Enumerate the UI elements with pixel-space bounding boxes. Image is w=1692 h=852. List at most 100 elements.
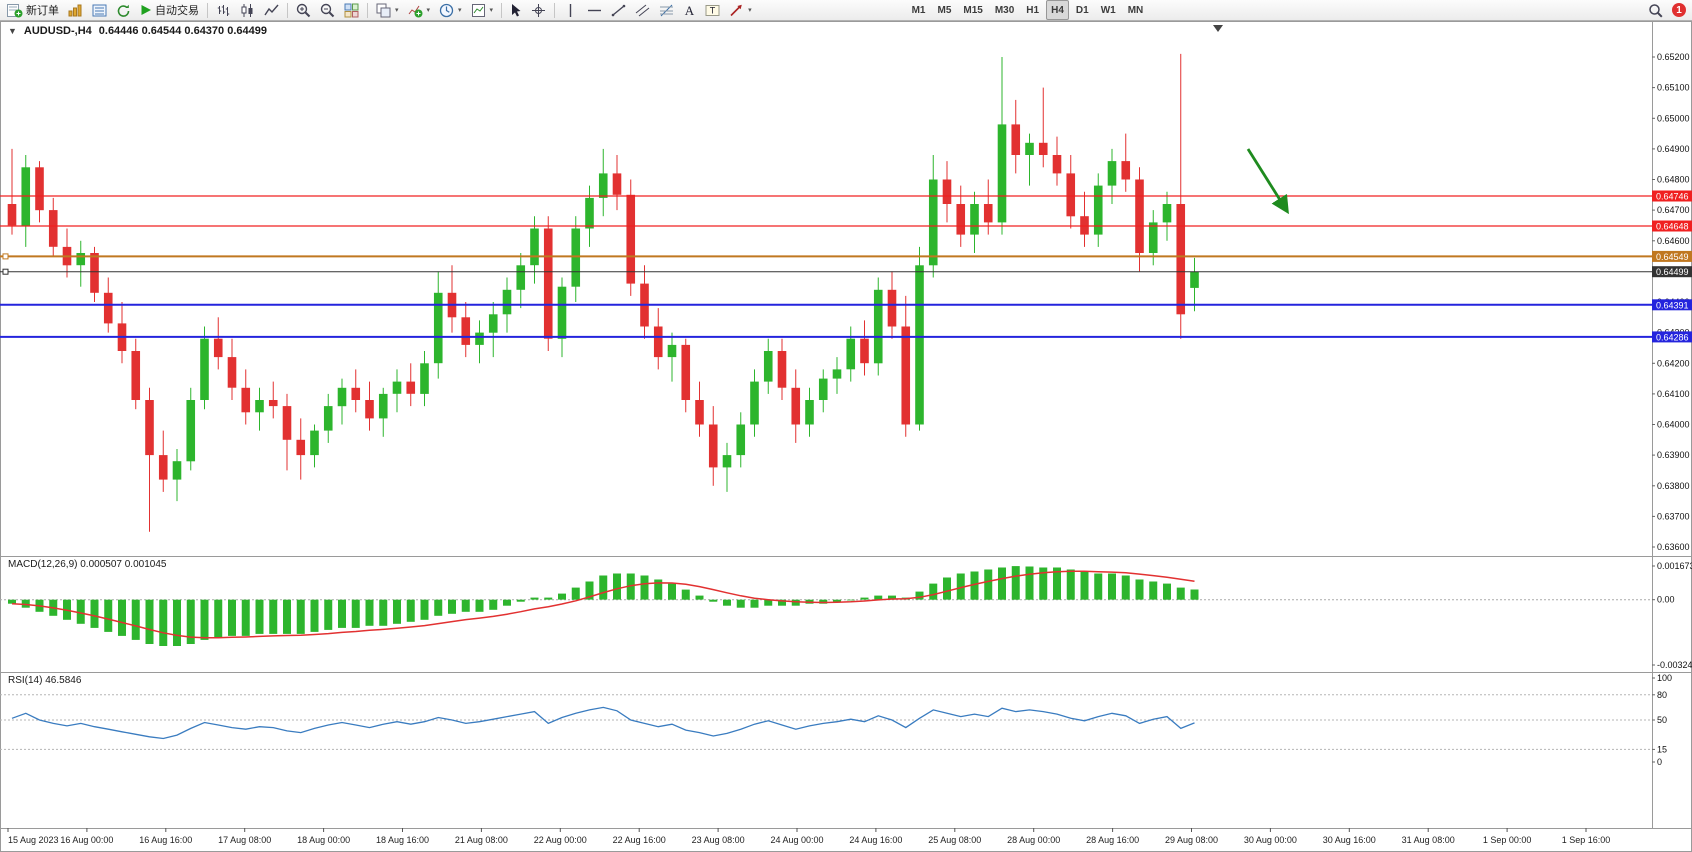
price-line-064648[interactable]: 0.64648 (0, 220, 1692, 232)
svg-text:0.63600: 0.63600 (1657, 542, 1690, 552)
candle (791, 369, 801, 443)
candle (1038, 87, 1048, 168)
svg-text:0.64286: 0.64286 (1656, 332, 1689, 342)
timeframe-mn-button[interactable]: MN (1127, 4, 1144, 16)
candle (1135, 167, 1144, 272)
templates-button[interactable]: ▾ (467, 0, 498, 20)
timeframe-h4-button[interactable]: H4 (1046, 0, 1069, 20)
svg-text:0.65000: 0.65000 (1657, 113, 1690, 123)
price-line-064746[interactable]: 0.64746 (0, 190, 1692, 202)
candle (241, 369, 251, 425)
candle (516, 253, 526, 309)
candle (255, 387, 264, 431)
trendline-button[interactable] (607, 0, 630, 20)
timeframe-m5-button[interactable]: M5 (937, 4, 952, 16)
candle (818, 369, 828, 413)
timeframe-w1-button[interactable]: W1 (1100, 4, 1116, 16)
price-tag (1652, 190, 1692, 202)
cursor-button[interactable] (506, 0, 526, 20)
candle (158, 430, 168, 492)
candle (1025, 133, 1034, 186)
candle (145, 387, 154, 532)
price-line-064549[interactable]: 0.64549 (0, 250, 1692, 262)
svg-text:18 Aug 00:00: 18 Aug 00:00 (297, 835, 350, 845)
svg-text:0.001673: 0.001673 (1657, 561, 1692, 571)
bar-chart-button[interactable] (212, 0, 235, 20)
candle (1162, 191, 1172, 241)
svg-text:50: 50 (1657, 715, 1667, 725)
text-button[interactable]: A (679, 0, 700, 20)
rsi-line (11, 706, 1195, 740)
time-axis[interactable]: 15 Aug 2023 16 Aug 00:00 16 Aug 16:00 17 Au… (7, 828, 1610, 845)
line-chart-button[interactable] (260, 0, 283, 20)
price-line-064286[interactable]: 0.64286 (0, 331, 1692, 343)
candle (695, 381, 704, 437)
arrow-annotation[interactable] (1246, 148, 1289, 215)
svg-text:28 Aug 16:00: 28 Aug 16:00 (1086, 835, 1139, 845)
notification-badge[interactable]: 1 (1672, 3, 1686, 17)
candle (378, 387, 388, 437)
svg-text:16 Aug 16:00: 16 Aug 16:00 (139, 835, 192, 845)
periods-button[interactable]: ▾ (435, 0, 466, 20)
chart-profiles-button[interactable] (64, 0, 87, 20)
line-chart-icon (264, 3, 279, 18)
toolbar-separator (501, 2, 503, 18)
timeframe-m1-button[interactable]: M1 (911, 4, 926, 16)
dropdown-arrow-icon: ▾ (458, 7, 462, 14)
zoom-out-button[interactable] (316, 0, 339, 20)
new-order-button-label: 新订单 (26, 5, 59, 17)
timeframe-m30-button[interactable]: M30 (994, 4, 1015, 16)
chart-shift-marker[interactable] (1213, 25, 1223, 32)
svg-text:T: T (710, 5, 716, 15)
timeframe-d1-button[interactable]: D1 (1075, 4, 1089, 16)
fibonacci-icon (659, 3, 674, 18)
candle (571, 216, 581, 302)
template-icon (471, 3, 486, 18)
vertical-line-button[interactable] (559, 0, 582, 20)
refresh-button[interactable] (112, 0, 135, 20)
text-label-button[interactable]: T (701, 0, 724, 20)
tile-windows-icon (344, 3, 359, 18)
text-icon: A (683, 3, 696, 18)
timeframe-m15-button[interactable]: M15 (963, 4, 983, 16)
svg-text:25 Aug 08:00: 25 Aug 08:00 (928, 835, 981, 845)
candlestick-button[interactable] (236, 0, 259, 20)
chart-area[interactable]: 0.65200 0.65100 0.65000 0.64900 0.64800 0.647… (0, 21, 1692, 852)
candle (1121, 133, 1131, 192)
svg-text:0.64549: 0.64549 (1656, 252, 1689, 262)
indicators-button[interactable]: ▾ (404, 0, 435, 20)
arrows-button[interactable]: ▾ (725, 0, 756, 20)
tile-windows-button[interactable] (340, 0, 363, 20)
profiles-icon (68, 3, 83, 18)
crosshair-button[interactable] (527, 0, 550, 20)
autotrading-button-label: 自动交易 (155, 5, 199, 17)
candle (626, 179, 636, 296)
autotrading-button[interactable]: 自动交易 (136, 0, 203, 20)
market-watch-button[interactable] (88, 0, 111, 20)
timeframe-h1-button[interactable]: H1 (1026, 4, 1040, 16)
price-line-064499[interactable]: 0.64499 (0, 266, 1692, 278)
macd-axis[interactable]: 0.001673 0.00 -0.003249 (1652, 561, 1692, 670)
candle (832, 357, 842, 394)
price-line-064391[interactable]: 0.64391 (0, 299, 1692, 311)
candle (392, 369, 402, 413)
zoom-in-button[interactable] (292, 0, 315, 20)
candle (942, 161, 952, 223)
toolbar-separator (367, 2, 368, 18)
price-tag (1652, 220, 1692, 232)
horizontal-line-button[interactable] (583, 0, 606, 20)
new-order-button[interactable]: 新订单 (3, 0, 63, 20)
svg-text:21 Aug 08:00: 21 Aug 08:00 (455, 835, 508, 845)
candle (35, 161, 44, 223)
timeframe-group: M1 M5 M15 M30 H1 H4 D1 W1 MN (907, 0, 1149, 20)
search-button[interactable] (1644, 0, 1667, 20)
candle (475, 320, 484, 364)
fibonacci-button[interactable] (655, 0, 678, 20)
candle (1066, 155, 1076, 229)
arrange-windows-button[interactable]: ▾ (372, 0, 403, 20)
svg-text:0.65100: 0.65100 (1657, 83, 1690, 93)
svg-text:30 Aug 16:00: 30 Aug 16:00 (1323, 835, 1376, 845)
equidistant-channel-button[interactable] (631, 0, 654, 20)
rsi-axis[interactable]: 100 80 50 15 0 (1652, 673, 1672, 767)
